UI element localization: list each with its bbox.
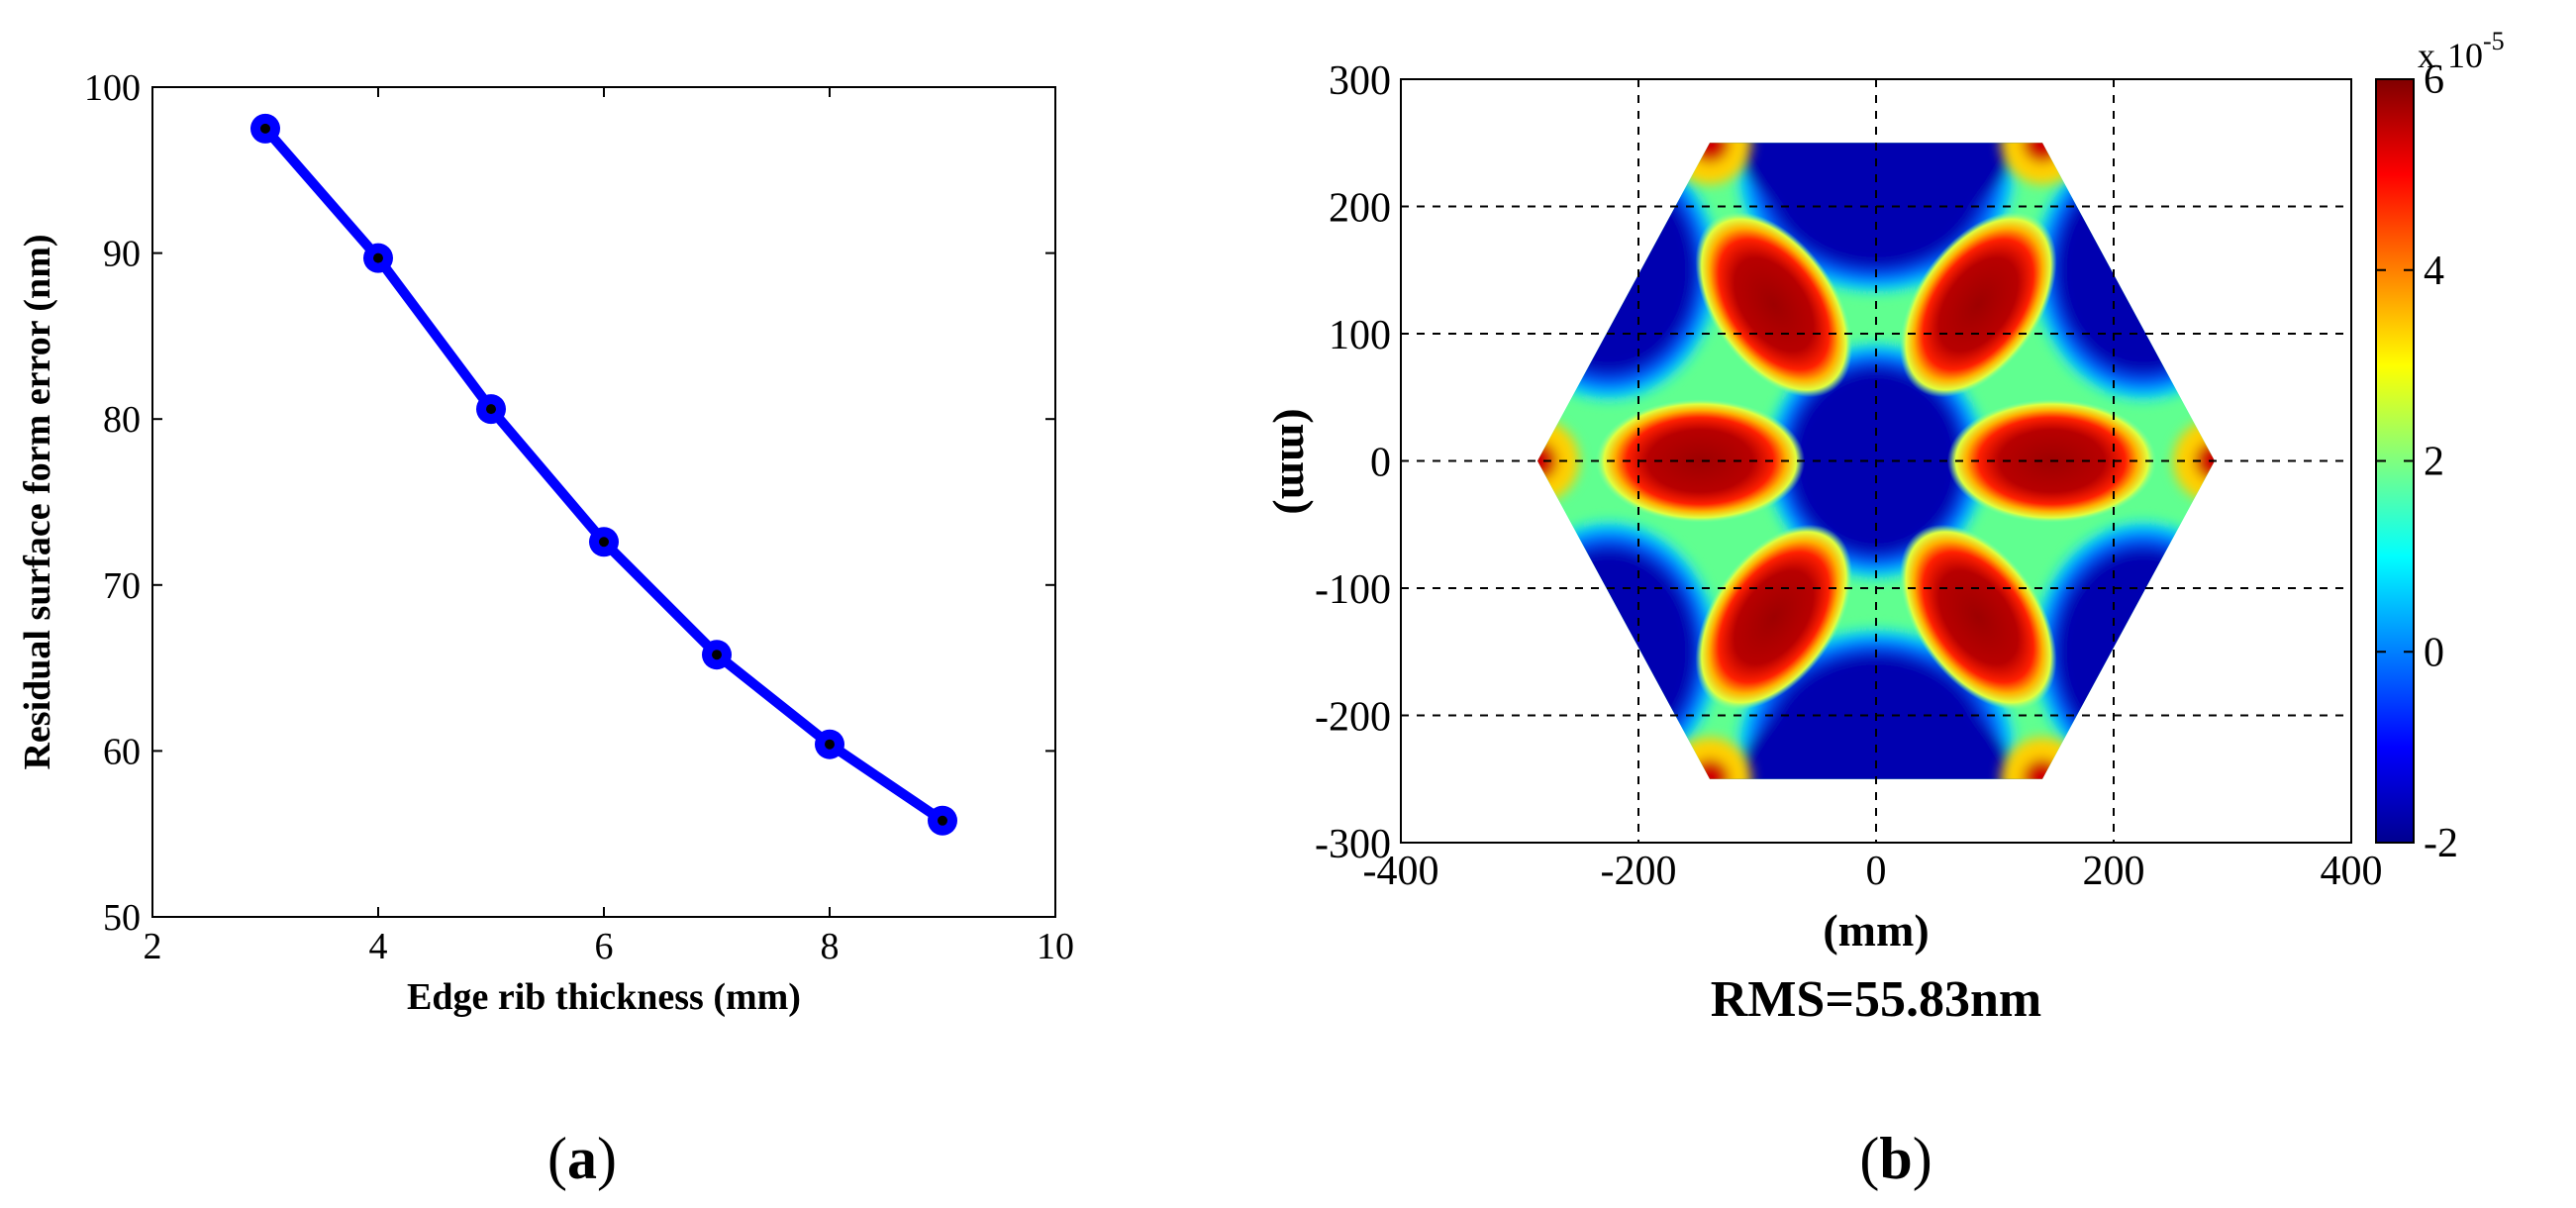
data-point-dot <box>486 404 496 415</box>
heatmap-y-tick-label: 100 <box>1329 313 1391 358</box>
panel-label-a: (a) <box>547 1126 617 1191</box>
colorbar-ticks: -2 0 2 4 6 <box>2376 57 2458 866</box>
corner-spot <box>1537 419 1579 503</box>
heatmap-y-tick-label: 200 <box>1329 186 1391 232</box>
heatmap-y-tick-label: -200 <box>1315 695 1391 741</box>
panel-letter-a: a <box>567 1126 597 1191</box>
data-point-dot <box>260 123 270 134</box>
plot-area-frame <box>151 86 1056 918</box>
heatmap-x-tick-label: 200 <box>2083 849 2145 894</box>
high-value-lobe <box>1695 211 1853 398</box>
y-axis-ticks: 50 60 70 80 90 100 <box>84 67 1055 939</box>
y-tick-label: 50 <box>103 897 141 939</box>
x-tick-label: 2 <box>144 926 162 967</box>
heatmap-x-ticks: -400 -200 0 200 400 <box>1363 849 2383 894</box>
heatmap-y-tick-label: -300 <box>1315 822 1391 867</box>
y-tick-label: 90 <box>103 234 141 275</box>
panel-letter-b: b <box>1879 1126 1912 1191</box>
heatmap-y-tick-label: -100 <box>1315 567 1391 613</box>
x-axis-ticks: 2 4 6 8 10 <box>144 87 1074 967</box>
data-point-dot <box>599 537 609 548</box>
heatmap-y-axis-label: (mm) <box>1272 408 1323 514</box>
line-chart-panel: 2 4 6 8 10 50 60 70 80 90 100 Edge rib thickness … <box>17 67 1074 1191</box>
colorbar-scale-base: 10 <box>2447 36 2483 75</box>
heatmap-y-tick-label: 300 <box>1329 58 1391 104</box>
y-axis-label: Residual surface form error (nm) <box>17 234 58 769</box>
colorbar-tick-label: 4 <box>2424 249 2444 294</box>
data-point-dot <box>373 252 383 263</box>
x-tick-label: 6 <box>595 926 614 967</box>
colorbar-scale-exponent: -5 <box>2483 27 2505 55</box>
corner-spot-core <box>1537 441 1557 481</box>
high-value-regions <box>1595 211 2157 711</box>
high-value-lobe <box>1595 399 1805 523</box>
x-axis-label: Edge rib thickness (mm) <box>407 976 801 1018</box>
colorbar-tick-label: 2 <box>2424 440 2444 485</box>
heatmap-x-tick-label: 0 <box>1866 849 1887 894</box>
data-point-dot <box>938 815 947 826</box>
high-value-lobe <box>1899 524 2057 711</box>
colorbar-scale: x 10-5 <box>2418 27 2505 75</box>
heatmap-grid <box>1401 79 2351 843</box>
corner-spot-core <box>2195 441 2215 481</box>
y-tick-label: 100 <box>84 67 141 109</box>
y-tick-label: 80 <box>103 399 141 441</box>
heatmap-x-axis-label: (mm) <box>1823 905 1929 956</box>
heatmap-y-ticks: -300 -200 -100 0 100 200 300 <box>1315 58 1391 867</box>
rms-caption: RMS=55.83nm <box>1711 971 2041 1028</box>
colorbar-tick-label: -2 <box>2424 821 2458 866</box>
panel-label-b: (b) <box>1859 1126 1932 1191</box>
edge-low-fill <box>1722 683 2031 779</box>
line-series <box>250 113 957 836</box>
x-tick-label: 8 <box>821 926 840 967</box>
colorbar-scale-prefix: x <box>2418 36 2435 75</box>
colorbar-tick-label: 6 <box>2424 57 2444 103</box>
high-value-lobe <box>1899 211 2057 398</box>
y-tick-label: 70 <box>103 565 141 607</box>
heatmap-x-tick-label: -200 <box>1601 849 1677 894</box>
heatmap-x-tick-label: 400 <box>2321 849 2383 894</box>
data-point-dot <box>712 650 722 660</box>
data-point-dot <box>825 739 835 750</box>
x-tick-label: 10 <box>1037 926 1074 967</box>
heatmap-x-tick-label: -400 <box>1363 849 1439 894</box>
high-value-lobe <box>1695 524 1853 711</box>
colorbar-tick-label: 0 <box>2424 630 2444 675</box>
corner-spot <box>2173 419 2215 503</box>
x-tick-label: 4 <box>369 926 388 967</box>
y-tick-label: 60 <box>103 731 141 772</box>
heatmap-y-tick-label: 0 <box>1370 441 1391 486</box>
edge-low-fill <box>1722 143 2031 239</box>
